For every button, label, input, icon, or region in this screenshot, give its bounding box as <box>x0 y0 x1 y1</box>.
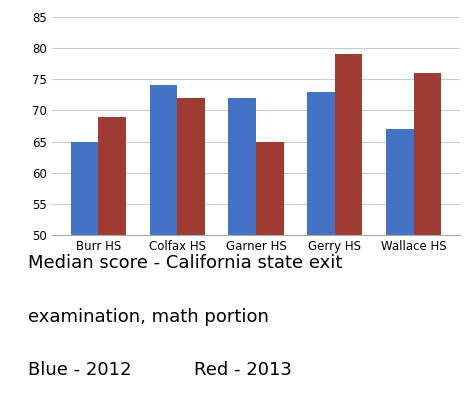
Bar <box>149 85 177 413</box>
Text: Red - 2013: Red - 2013 <box>194 361 292 380</box>
Bar <box>335 54 363 413</box>
Text: examination, math portion: examination, math portion <box>28 308 269 326</box>
Bar <box>177 98 205 413</box>
Bar <box>98 116 126 413</box>
Bar <box>414 73 441 413</box>
Bar <box>71 142 98 413</box>
Bar <box>307 92 335 413</box>
Bar <box>228 98 256 413</box>
Bar <box>256 142 283 413</box>
Text: Median score - California state exit: Median score - California state exit <box>28 254 343 272</box>
Bar <box>386 129 414 413</box>
Text: Blue - 2012: Blue - 2012 <box>28 361 132 380</box>
